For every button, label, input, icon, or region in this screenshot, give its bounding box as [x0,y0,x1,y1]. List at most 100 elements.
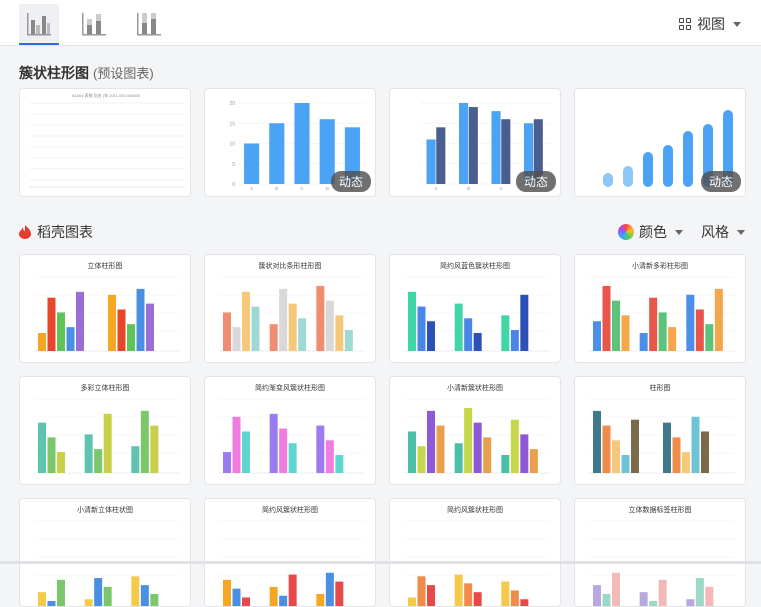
bar [602,593,611,606]
bar [103,586,112,606]
bar [288,303,297,351]
bar [491,111,501,184]
template-title: 小清新多彩柱形图 [632,263,688,270]
bar [483,437,492,473]
bar [612,440,620,473]
bar [140,410,149,473]
view-label: 视图 [697,16,725,32]
template-card[interactable]: 立体柱形图 [19,254,191,363]
template-card[interactable]: 简约风簇状柱形图 [389,498,561,607]
preset-section-title: 簇状柱形图 (预设图表) [19,63,154,83]
tab-clustered-column[interactable] [19,4,59,45]
bar [131,576,140,606]
x-tick-label: B [275,186,278,191]
blank-chart-preview: A1004 表格 别名 (年 2011,000,004000 [30,92,185,188]
bar [714,288,723,351]
horizontal-scrollbar[interactable] [0,561,761,564]
bar [242,431,250,473]
bar [468,107,478,184]
bar [325,440,334,473]
dynamic-badge: 动态 [330,171,371,192]
bar [473,422,482,473]
bar [705,586,714,606]
template-card[interactable]: 简约风簇状柱形图 [204,498,376,607]
preset-subtitle: (预设图表) [93,66,154,81]
bar [408,597,416,606]
bar [529,449,538,473]
color-label: 颜色 [639,224,667,240]
bar [417,446,426,473]
template-title: 简约风簇状柱形图 [262,507,318,514]
bar [417,576,426,606]
template-preview [589,276,735,352]
bar [593,321,601,351]
bar [672,437,681,473]
bar [524,123,534,184]
tab-percent-stacked-column[interactable] [129,4,169,44]
bar [520,599,529,606]
template-card[interactable]: 柱形图 [574,376,746,485]
bar [269,123,285,184]
chevron-down-icon [737,229,745,235]
template-title: 立体数据标签柱形图 [628,507,692,514]
tab-stacked-column[interactable] [74,4,114,44]
template-title: 简约风簇状柱形图 [447,507,503,514]
bar [520,434,529,473]
bar [244,143,260,184]
bar [612,300,620,351]
bar [38,422,46,473]
bar [344,127,360,184]
template-card[interactable]: 小清新多彩柱形图 [574,254,746,363]
bar [325,572,334,606]
style-dropdown[interactable]: 风格 [701,222,745,242]
bar [223,452,231,473]
bar [316,285,325,351]
grid-view-icon [679,18,691,30]
bar [298,318,307,351]
template-card[interactable]: 簇状对比条形柱形图 [204,254,376,363]
bar [335,581,344,606]
bar [38,592,46,606]
bar [501,455,510,473]
bar [623,166,633,187]
bar [695,309,704,351]
bar [47,601,56,606]
template-card[interactable]: 小清新簇状柱形图 [389,376,561,485]
bar [602,285,611,351]
preset-card-clustered[interactable]: 05101520ABCDE 动态 [204,88,376,197]
template-preview [219,276,365,352]
bar [686,294,695,351]
bar [701,431,709,473]
template-card[interactable]: 简约风蓝色簇状柱形图 [389,254,561,363]
bar [242,597,250,606]
bar [658,312,667,351]
template-preview [219,520,365,606]
bar [510,590,519,606]
template-card[interactable]: 简约渐变风簇状柱形图 [204,376,376,485]
bar [501,581,510,606]
template-card[interactable]: 小清新立体柱状图 [19,498,191,607]
view-dropdown[interactable]: 视图 [679,14,741,34]
bar [57,579,65,606]
bar [288,574,297,606]
bar [57,452,65,473]
template-card[interactable]: 立体数据标签柱形图 [574,498,746,607]
preset-card-blank[interactable]: A1004 表格 别名 (年 2011,000,004000 [19,88,191,197]
bar [454,303,463,351]
bar [686,599,695,606]
bar [136,288,145,351]
template-card[interactable]: 多彩立体柱形图 [19,376,191,485]
template-title: 小清新立体柱状图 [77,507,133,514]
bar [510,330,519,351]
template-preview [34,520,180,606]
bar [658,579,667,606]
preset-card-rounded[interactable]: 动态 [574,88,746,197]
bar [131,446,140,473]
bar [612,572,620,606]
y-tick-label: 15 [229,121,235,127]
color-dropdown[interactable]: 颜色 [618,222,683,242]
bar [663,422,671,473]
bar [682,452,690,473]
